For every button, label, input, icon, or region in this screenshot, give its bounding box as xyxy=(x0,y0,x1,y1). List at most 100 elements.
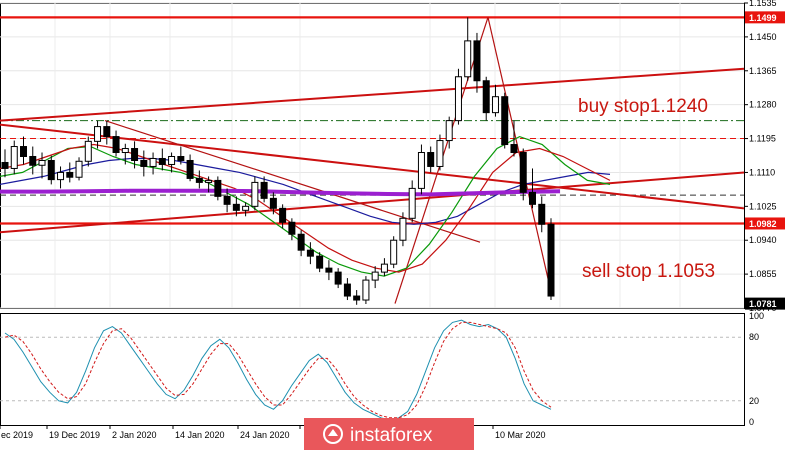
y-tick-label: 1.1450 xyxy=(749,32,777,42)
price-badge: 1.0982 xyxy=(745,217,785,230)
oscillator-plot: 100 80 20 0 xyxy=(0,311,764,427)
candle xyxy=(547,218,555,301)
candle xyxy=(168,152,176,173)
candle xyxy=(343,278,351,301)
candle xyxy=(436,134,444,171)
candle xyxy=(288,218,296,241)
candle xyxy=(29,146,37,175)
candle xyxy=(390,236,398,269)
price-badges: 1.1499 1.0982 1.0781 xyxy=(745,11,785,310)
candle xyxy=(223,188,231,213)
candle xyxy=(232,196,240,217)
candle xyxy=(112,130,120,157)
x-tick-label: 24 Jan 2020 xyxy=(240,430,290,440)
candle xyxy=(205,176,213,193)
svg-text:1.1499: 1.1499 xyxy=(749,13,777,23)
y-tick-label: 1.1195 xyxy=(749,134,776,144)
candle xyxy=(528,168,536,209)
y-tick-label: 1.0940 xyxy=(749,235,777,245)
candles xyxy=(1,17,555,305)
candle xyxy=(1,149,9,178)
indicator-line xyxy=(0,135,611,277)
candle xyxy=(482,76,490,121)
candle xyxy=(316,252,324,273)
candle xyxy=(121,143,129,165)
oscillator-frame xyxy=(0,313,745,426)
candle xyxy=(57,166,65,189)
candle xyxy=(334,268,342,289)
indicator-line xyxy=(0,188,561,197)
candle xyxy=(501,92,509,149)
oscillator-y-tick-label: 80 xyxy=(749,332,759,342)
candle xyxy=(66,162,74,183)
x-tick-label: 10 Mar 2020 xyxy=(495,430,546,440)
x-tick-label: 14 Jan 2020 xyxy=(175,430,225,440)
candle xyxy=(427,146,435,173)
candle xyxy=(260,176,268,203)
oscillator-levels xyxy=(0,336,744,402)
candle xyxy=(94,120,102,149)
candle xyxy=(269,192,277,215)
oscillator-y-tick-label: 100 xyxy=(749,311,764,321)
instaforex-watermark: instaforex xyxy=(304,418,474,450)
candle xyxy=(464,17,472,81)
candle xyxy=(353,290,361,305)
trend-line xyxy=(0,171,745,234)
trend-line xyxy=(0,123,745,210)
watermark-logo-mark xyxy=(328,429,338,436)
candle xyxy=(473,32,481,93)
sell-stop-annotation: sell stop 1.1053 xyxy=(582,261,715,282)
candle xyxy=(251,176,259,211)
y-tick-label: 1.1110 xyxy=(749,167,775,177)
buy-stop-annotation: buy stop1.1240 xyxy=(578,96,708,117)
x-tick-label: 2 Jan 2020 xyxy=(112,430,157,440)
candle xyxy=(538,196,546,233)
candle xyxy=(380,258,388,277)
candle xyxy=(149,152,157,175)
svg-text:1.0781: 1.0781 xyxy=(749,299,777,309)
oscillator-y-tick-label: 0 xyxy=(749,417,754,427)
watermark-text: instaforex xyxy=(350,425,433,446)
trend-line xyxy=(104,120,481,243)
candle xyxy=(491,84,499,117)
candle xyxy=(417,144,425,195)
candle xyxy=(399,212,407,247)
y-tick-label: 1.1535 xyxy=(749,0,777,8)
candle xyxy=(306,242,314,265)
oscillator-main-line xyxy=(4,319,552,421)
candle xyxy=(214,176,222,201)
x-tick-label: ec 2019 xyxy=(1,430,33,440)
candle xyxy=(47,155,55,185)
y-tick-label: 1.1025 xyxy=(749,201,777,211)
candle xyxy=(195,170,203,189)
candle xyxy=(158,148,166,171)
trend-lines xyxy=(0,17,745,304)
candle xyxy=(362,276,370,305)
trend-line xyxy=(0,67,745,122)
candle xyxy=(297,230,305,257)
candle xyxy=(408,180,416,223)
candle xyxy=(519,148,527,201)
main-y-axis: 1.1535 1.1450 1.1365 1.1280 1.1195 1.1110 1.10… xyxy=(744,0,777,313)
svg-text:1.0982: 1.0982 xyxy=(749,219,777,229)
oscillator-y-tick-label: 20 xyxy=(749,396,759,406)
y-tick-label: 1.1365 xyxy=(749,66,777,76)
candle xyxy=(131,141,139,169)
candle xyxy=(20,136,28,165)
candle xyxy=(140,150,148,177)
candle xyxy=(10,140,18,175)
candle xyxy=(177,146,185,165)
candle xyxy=(242,202,250,217)
price-badge: 1.1499 xyxy=(745,11,785,24)
oscillator-y-axis: 100 80 20 0 xyxy=(749,311,764,427)
oscillator-lines xyxy=(4,319,552,421)
main-plot: 1.1535 1.1450 1.1365 1.1280 1.1195 1.1110 1.10… xyxy=(0,0,785,313)
candle xyxy=(325,260,333,281)
candle xyxy=(445,116,453,149)
candle xyxy=(186,154,194,182)
y-tick-label: 1.0855 xyxy=(749,269,777,279)
price-badge: 1.0781 xyxy=(745,297,785,310)
oscillator-signal-line xyxy=(4,321,552,419)
candle xyxy=(38,152,46,179)
